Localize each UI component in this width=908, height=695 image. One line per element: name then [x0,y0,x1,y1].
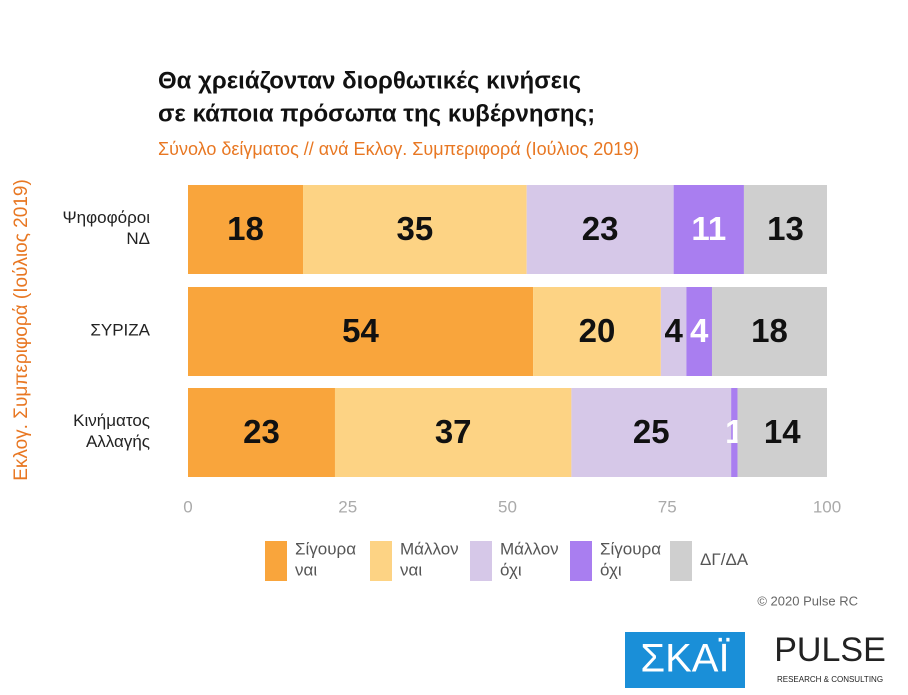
bar-segment [686,287,712,376]
bar-segment [571,388,732,477]
x-tick-label: 0 [183,497,192,516]
legend-swatch [670,541,692,581]
bar-segment [334,388,572,477]
bar-segment [737,388,827,477]
bar-segment [188,185,304,274]
bar-segment [731,388,738,477]
category-label: ΣΥΡΙΖΑ [90,321,150,340]
value-label: 4 [690,312,709,349]
legend-label: Σίγουρα όχι [600,540,661,580]
legend-label: Σίγουρα ναι [295,540,356,580]
chart-title: Θα χρειάζονταν διορθωτικές κινήσεις [158,67,581,94]
bar-segment [303,185,527,274]
value-label: 13 [767,210,804,247]
value-label: 18 [751,312,788,349]
bar-segment [526,185,674,274]
value-label: 11 [691,210,726,247]
value-label: 4 [664,312,683,349]
value-label: 18 [227,210,264,247]
value-label: 14 [764,413,801,450]
logo-right: PULSE [774,631,886,669]
legend-label: Μάλλον όχι [500,540,559,580]
legend-swatch [370,541,392,581]
logo-box [625,632,745,688]
bar-segment [673,185,744,274]
logo-right-sub: RESEARCH & CONSULTING [777,675,883,684]
legend-swatch [470,541,492,581]
value-label: 54 [342,312,379,349]
category-label: Ψηφοφόροι ΝΔ [62,208,150,248]
chart-title: σε κάποια πρόσωπα της κυβέρνησης; [158,100,595,127]
value-label: 35 [396,210,433,247]
bar-segment [660,287,687,376]
chart-subtitle: Σύνολο δείγματος // ανά Εκλογ. Συμπεριφο… [158,139,639,159]
value-label: 37 [435,413,472,450]
bar-segment [188,388,335,477]
bar-segment [188,287,534,376]
copyright: © 2020 Pulse RC [757,593,858,608]
legend-swatch [570,541,592,581]
logo-left: ΣΚΑΪ [640,637,730,681]
x-tick-label: 100 [813,497,841,516]
value-label: 23 [582,210,619,247]
value-label: 23 [243,413,280,450]
x-tick-label: 25 [338,497,357,516]
bar-segment [743,185,827,274]
legend-label: ΔΓ/ΔΑ [700,550,749,569]
value-label: 20 [579,312,616,349]
value-label: 25 [633,413,670,450]
category-label: Κινήματος Αλλαγής [73,411,150,451]
legend-label: Μάλλον ναι [400,540,459,580]
bar-segment [711,287,827,376]
x-tick-label: 75 [658,497,677,516]
x-tick-label: 50 [498,497,517,516]
bar-segment [533,287,661,376]
y-axis-label: Εκλογ. Συμπεριφορά (Ιούλιος 2019) [11,179,32,481]
legend-swatch [265,541,287,581]
